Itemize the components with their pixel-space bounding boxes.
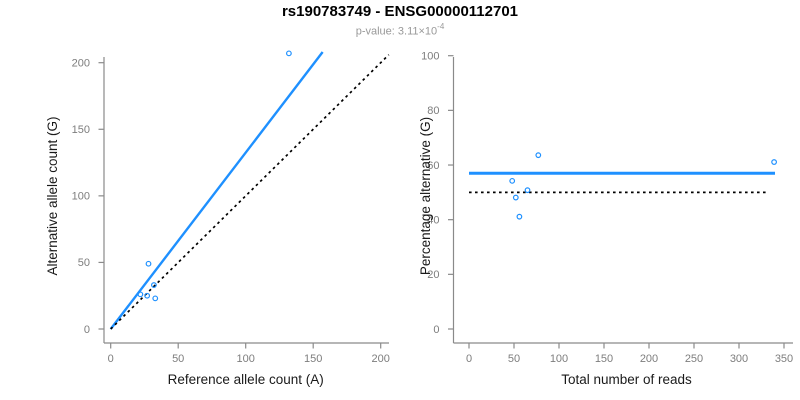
chart-title: rs190783749 - ENSG00000112701 <box>281 3 519 20</box>
data-point <box>516 213 523 220</box>
x-tick-label: 300 <box>730 353 748 365</box>
data-point <box>137 291 144 298</box>
x-tick-label: 0 <box>108 353 114 365</box>
x-tick-label: 200 <box>372 353 390 365</box>
data-point <box>145 260 152 267</box>
data-point <box>150 282 157 288</box>
p-value-exponent: -4 <box>437 22 445 31</box>
data-point <box>535 152 542 159</box>
y-tick-label: 150 <box>72 124 90 136</box>
fit-line <box>109 51 324 330</box>
x-tick-label: 0 <box>466 353 472 365</box>
x-tick-label: 200 <box>640 353 658 365</box>
y-tick-label: 60 <box>427 160 439 172</box>
y-tick-label: 20 <box>427 269 439 281</box>
data-point <box>771 159 777 165</box>
y-tick-label: 200 <box>72 58 90 70</box>
data-point <box>286 50 292 57</box>
y-tick-label: 50 <box>78 257 90 269</box>
x-tick-label: 100 <box>237 353 255 365</box>
x-axis-title: Reference allele count (A) <box>168 372 324 387</box>
y-axis-title: Percentage alternative (G) <box>418 117 433 275</box>
data-point <box>152 295 159 302</box>
x-tick-label: 50 <box>508 353 520 365</box>
x-tick-label: 150 <box>304 353 322 365</box>
data-point <box>509 177 516 184</box>
identity-line <box>110 54 390 330</box>
chart-subtitle: p-value: 3.11×10-4 <box>0 22 800 38</box>
x-tick-label: 50 <box>172 353 184 365</box>
y-axis-title: Alternative allele count (G) <box>45 116 60 275</box>
x-tick-label: 150 <box>595 353 613 365</box>
y-tick-label: 80 <box>427 105 439 117</box>
x-tick-label: 350 <box>775 353 793 365</box>
y-tick-label: 0 <box>84 324 90 336</box>
y-tick-label: 0 <box>433 324 439 336</box>
x-axis-title: Total number of reads <box>561 372 692 387</box>
x-tick-label: 100 <box>550 353 568 365</box>
data-point <box>524 187 531 194</box>
y-tick-label: 40 <box>427 214 439 226</box>
data-point <box>512 194 519 201</box>
y-tick-label: 100 <box>421 51 439 63</box>
x-tick-label: 250 <box>685 353 703 365</box>
y-tick-label: 100 <box>72 191 90 203</box>
data-point <box>144 292 151 299</box>
p-value-text: p-value: 3.11×10 <box>355 25 438 38</box>
